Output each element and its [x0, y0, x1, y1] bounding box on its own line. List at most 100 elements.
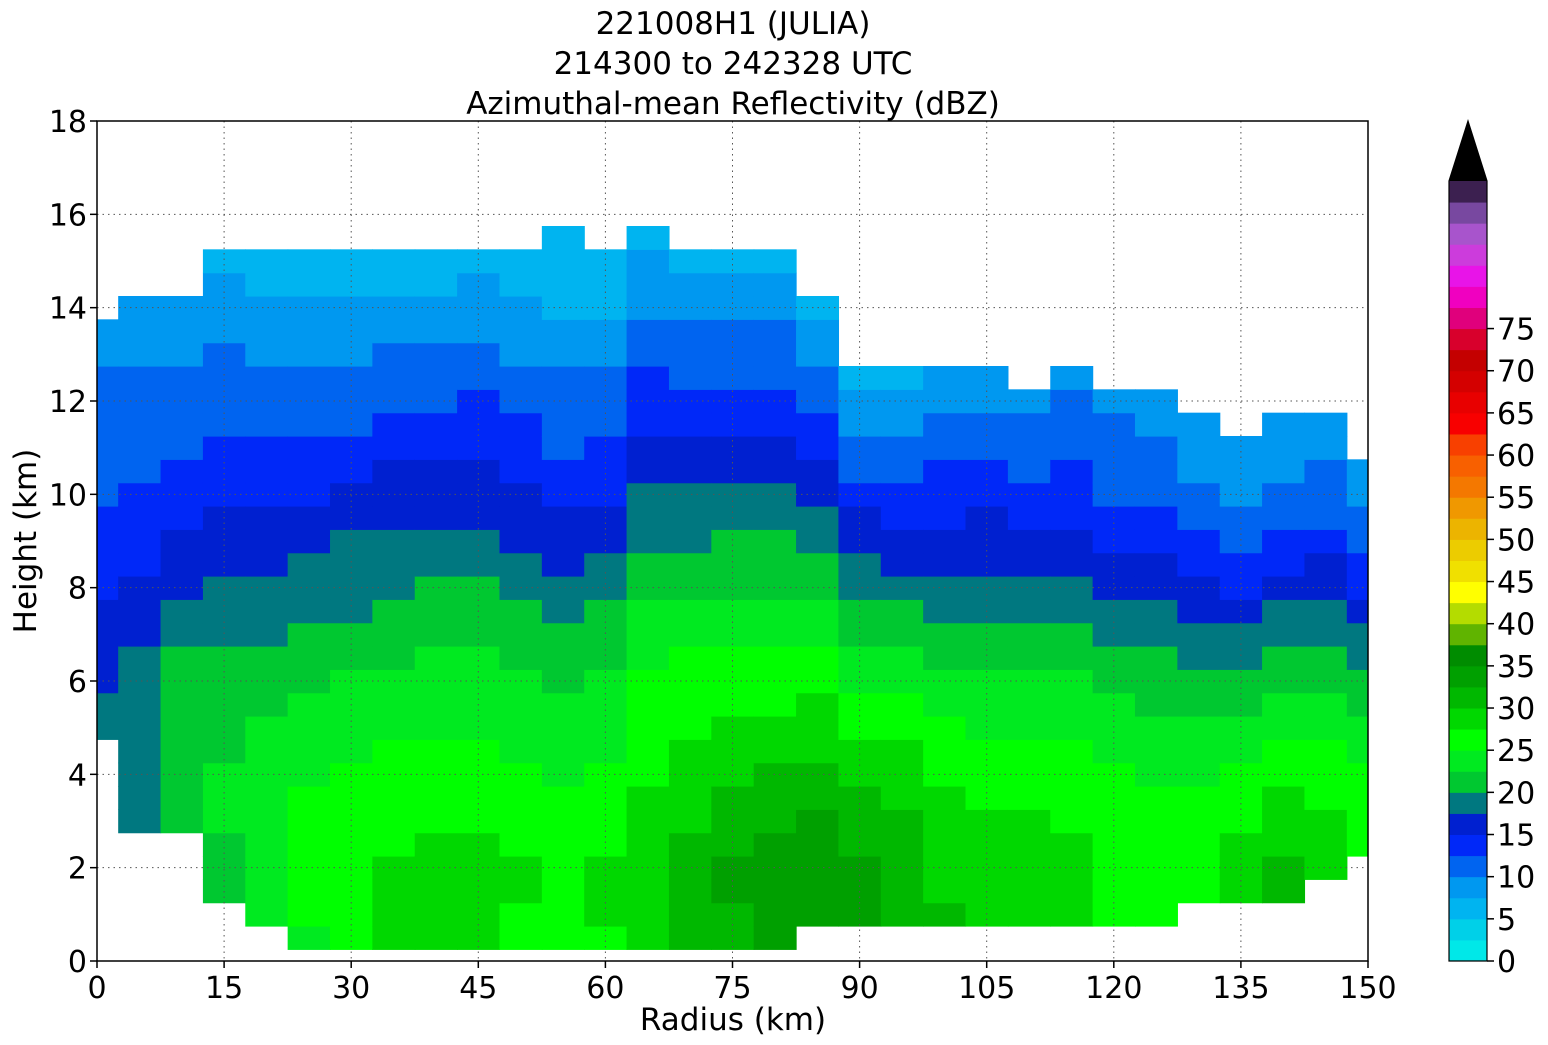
field-cell	[245, 809, 289, 834]
field-cell	[287, 552, 331, 577]
field-cell	[457, 296, 501, 320]
field-cell	[1304, 832, 1348, 857]
field-cell	[330, 856, 373, 880]
field-cell	[753, 832, 797, 857]
colorbar-tick-label: 5	[1497, 903, 1516, 938]
field-cell	[711, 296, 755, 320]
field-cell	[287, 296, 331, 320]
field-cell	[372, 576, 416, 600]
field-cell	[118, 669, 162, 694]
field-cell	[796, 319, 840, 344]
field-cell	[1134, 622, 1178, 647]
field-cell	[1007, 739, 1051, 764]
field-cell	[541, 319, 585, 344]
field-cell	[1262, 692, 1306, 717]
field-cell	[1007, 459, 1051, 484]
field-cell	[668, 669, 712, 694]
field-cell	[457, 342, 501, 367]
field-cell	[584, 762, 628, 787]
field-cell	[202, 552, 246, 577]
field-cell	[668, 366, 712, 390]
field-cell	[541, 459, 585, 484]
field-cell	[372, 482, 416, 507]
colorbar-segment	[1449, 370, 1487, 393]
field-cell	[923, 622, 967, 647]
field-cell	[668, 506, 712, 530]
colorbar-segment	[1449, 834, 1487, 857]
field-cell	[1262, 436, 1306, 460]
field-cell	[965, 529, 1009, 554]
field-cell	[965, 646, 1009, 670]
field-cell	[457, 459, 501, 484]
field-cell	[245, 902, 289, 927]
field-cell	[796, 342, 840, 367]
field-cell	[965, 482, 1009, 507]
field-cell	[711, 832, 755, 857]
field-cell	[1346, 692, 1368, 717]
field-cell	[160, 622, 204, 647]
field-cell	[245, 669, 289, 694]
field-cell	[245, 272, 289, 297]
colorbar-tick-label: 20	[1497, 776, 1535, 811]
field-cell	[118, 436, 162, 460]
field-cell	[1134, 762, 1178, 787]
field-cell	[1177, 716, 1221, 740]
field-cell	[1050, 529, 1094, 554]
field-cell	[626, 786, 670, 810]
field-cell	[245, 762, 289, 787]
field-cell	[1177, 529, 1221, 554]
field-cell	[1304, 669, 1348, 694]
field-cell	[1346, 809, 1368, 834]
field-cell	[711, 389, 755, 414]
field-cell	[880, 576, 924, 600]
field-cell	[1346, 599, 1368, 624]
field-cell	[457, 576, 501, 600]
field-cell	[1304, 482, 1348, 507]
field-cell	[541, 692, 585, 717]
field-cell	[1219, 529, 1263, 554]
field-cell	[118, 692, 162, 717]
field-cell	[626, 342, 670, 367]
field-cell	[372, 296, 416, 320]
field-cell	[584, 669, 628, 694]
field-cell	[97, 529, 119, 554]
field-cell	[1050, 506, 1094, 530]
field-cell	[923, 809, 967, 834]
colorbar-segment	[1449, 497, 1487, 519]
field-cell	[796, 366, 840, 390]
field-cell	[414, 482, 458, 507]
field-cell	[796, 902, 840, 927]
colorbar-segment	[1449, 518, 1487, 540]
field-cell	[541, 296, 585, 320]
field-cell	[1262, 576, 1306, 600]
field-cell	[372, 272, 416, 297]
field-cell	[584, 832, 628, 857]
field-cell	[711, 762, 755, 787]
field-cell	[1092, 482, 1136, 507]
field-cell	[245, 879, 289, 904]
field-cell	[1007, 902, 1051, 927]
field-cell	[1007, 412, 1051, 437]
field-cell	[372, 762, 416, 787]
field-cell	[711, 809, 755, 834]
colorbar-segment	[1449, 855, 1487, 878]
field-cell	[330, 366, 373, 390]
field-cell	[541, 716, 585, 740]
field-cell	[1134, 809, 1178, 834]
x-tick-label: 0	[87, 971, 106, 1006]
field-cell	[541, 576, 585, 600]
field-cell	[541, 436, 585, 460]
field-cell	[1262, 669, 1306, 694]
field-cell	[499, 716, 543, 740]
colorbar-tick-label: 30	[1497, 692, 1535, 727]
field-cell	[1007, 482, 1051, 507]
field-cell	[1092, 669, 1136, 694]
field-cell	[1134, 692, 1178, 717]
field-cell	[541, 412, 585, 437]
field-cell	[330, 389, 373, 414]
field-cell	[541, 366, 585, 390]
field-cell	[160, 576, 204, 600]
colorbar-segment	[1449, 729, 1487, 751]
field-cell	[97, 412, 119, 437]
colorbar-segment	[1449, 433, 1487, 456]
